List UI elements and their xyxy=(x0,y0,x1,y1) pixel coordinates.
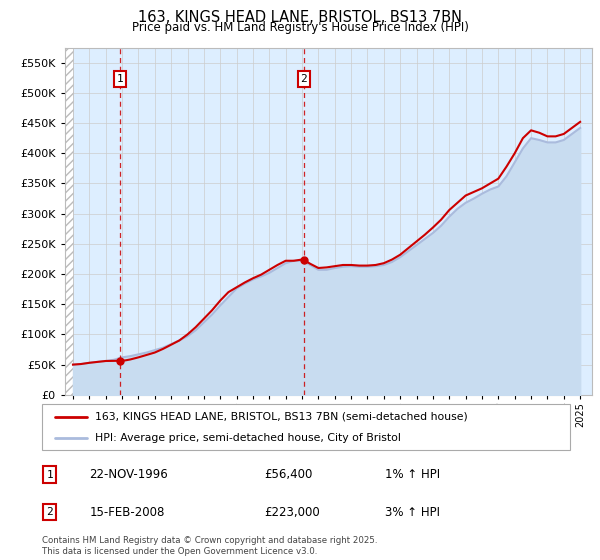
Bar xyxy=(65,48,73,395)
Text: 163, KINGS HEAD LANE, BRISTOL, BS13 7BN (semi-detached house): 163, KINGS HEAD LANE, BRISTOL, BS13 7BN … xyxy=(95,412,467,422)
Text: 1% ↑ HPI: 1% ↑ HPI xyxy=(385,468,440,481)
Text: 3% ↑ HPI: 3% ↑ HPI xyxy=(385,506,440,519)
Text: Price paid vs. HM Land Registry's House Price Index (HPI): Price paid vs. HM Land Registry's House … xyxy=(131,21,469,34)
Text: 1: 1 xyxy=(117,74,124,84)
Text: 22-NOV-1996: 22-NOV-1996 xyxy=(89,468,168,481)
FancyBboxPatch shape xyxy=(42,404,570,450)
Text: HPI: Average price, semi-detached house, City of Bristol: HPI: Average price, semi-detached house,… xyxy=(95,433,401,443)
Text: £56,400: £56,400 xyxy=(264,468,312,481)
Text: 2: 2 xyxy=(47,507,53,517)
Text: Contains HM Land Registry data © Crown copyright and database right 2025.
This d: Contains HM Land Registry data © Crown c… xyxy=(42,536,377,556)
Text: 2: 2 xyxy=(301,74,307,84)
Text: 1: 1 xyxy=(47,470,53,479)
Text: 163, KINGS HEAD LANE, BRISTOL, BS13 7BN: 163, KINGS HEAD LANE, BRISTOL, BS13 7BN xyxy=(138,10,462,25)
Text: 15-FEB-2008: 15-FEB-2008 xyxy=(89,506,165,519)
Text: £223,000: £223,000 xyxy=(264,506,320,519)
